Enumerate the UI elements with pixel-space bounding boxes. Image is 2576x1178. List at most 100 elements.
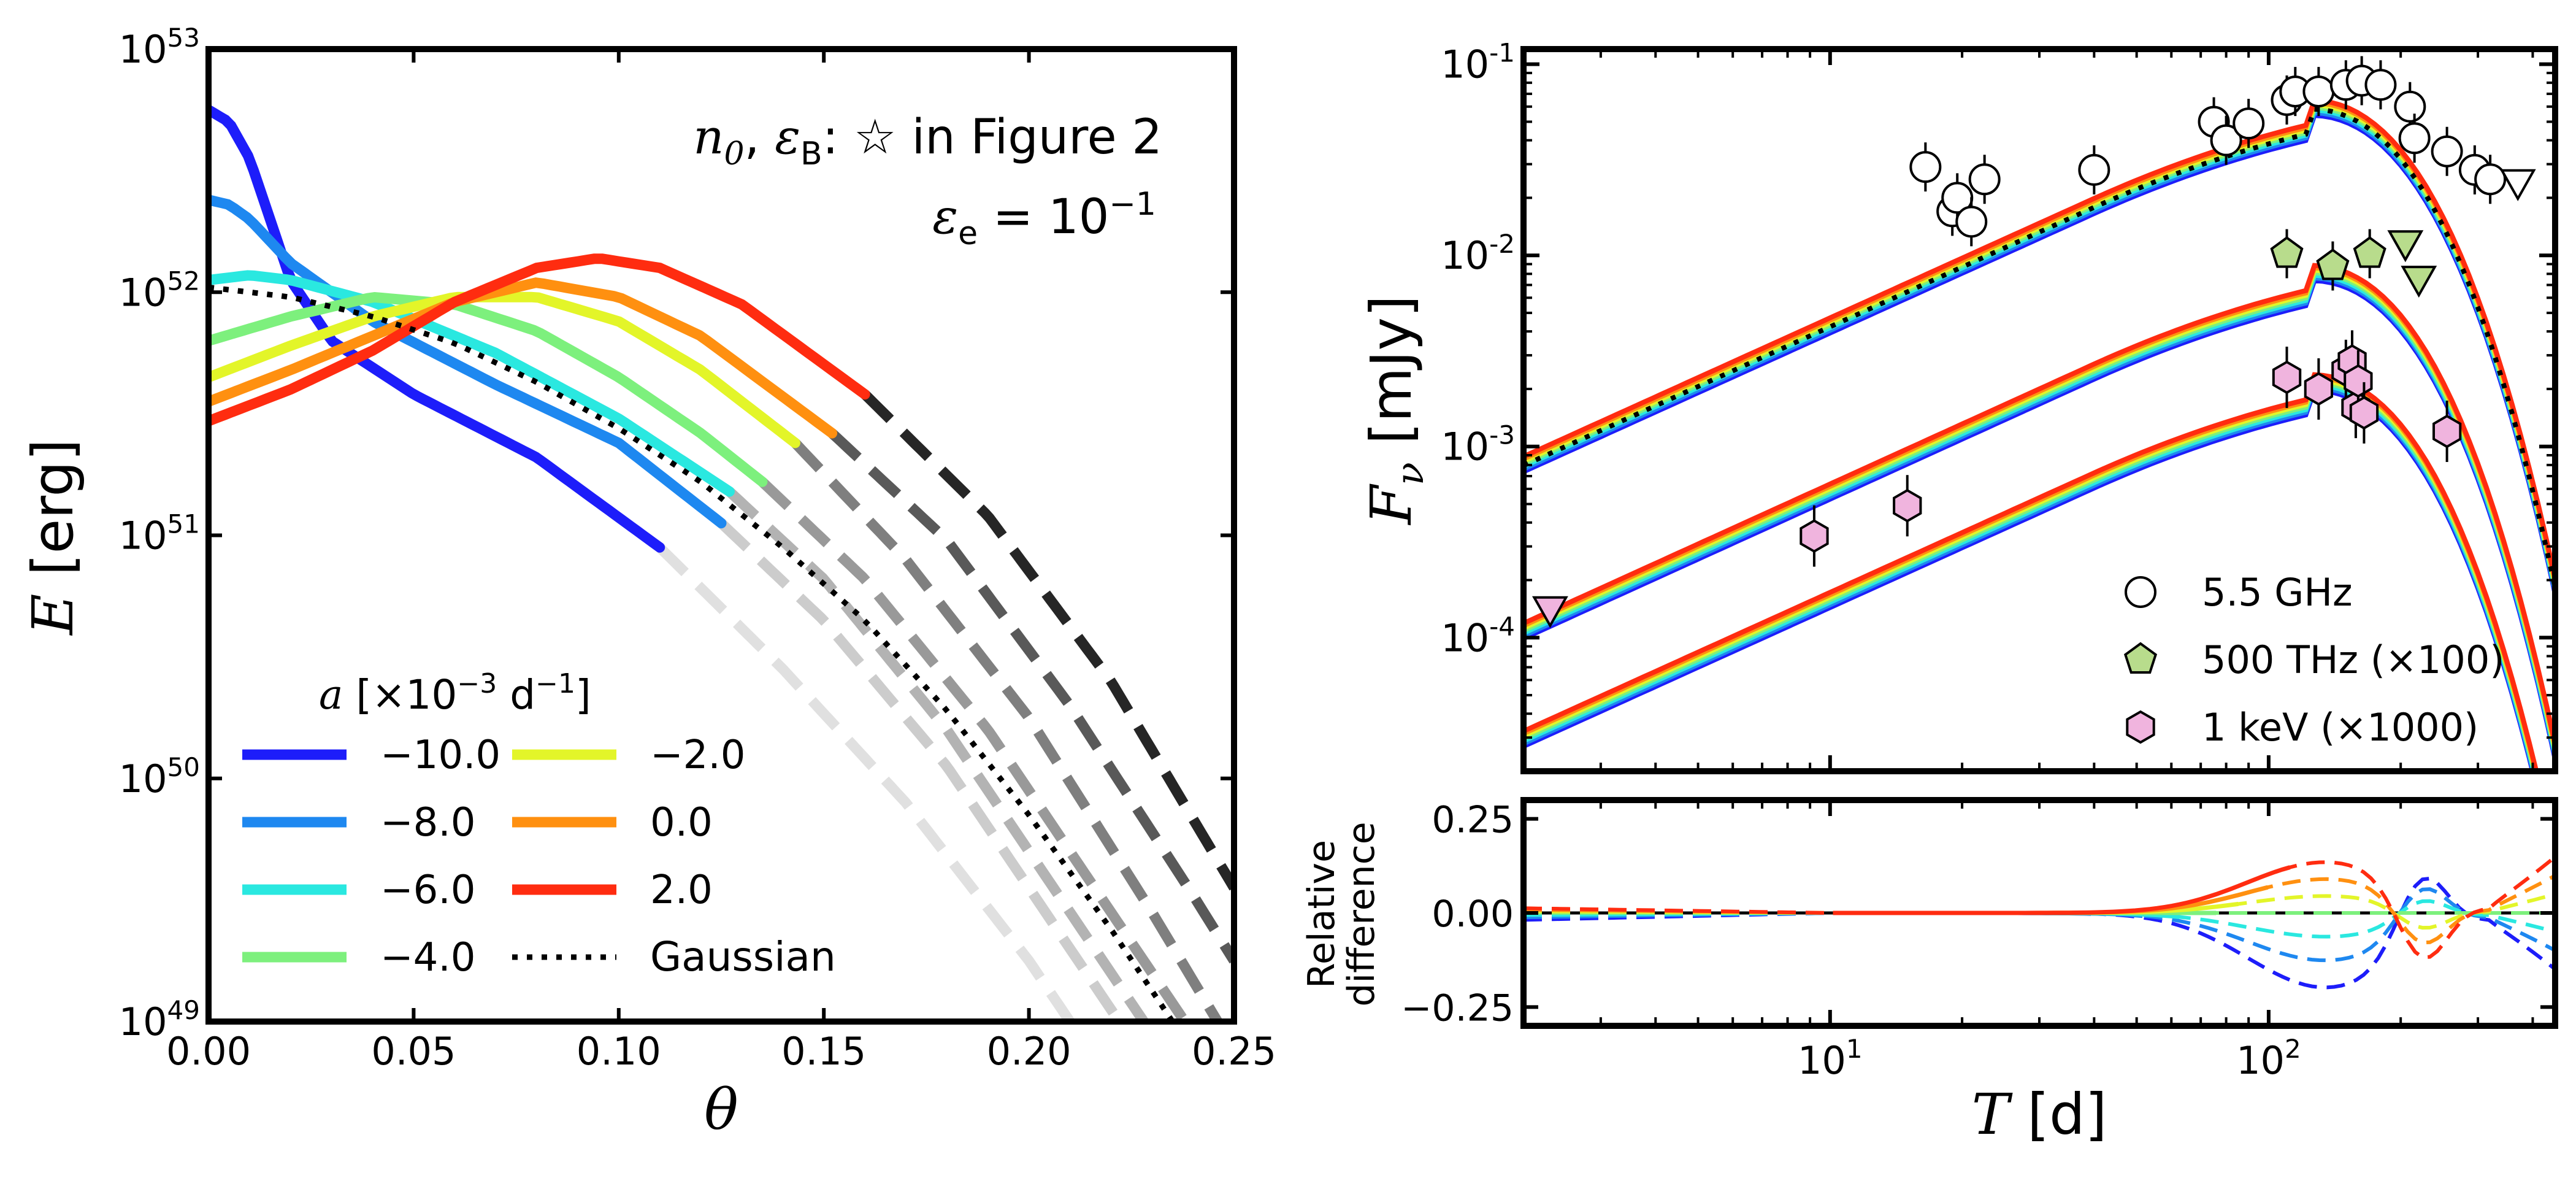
- right-ticks: 10-4 10-3 10-2 10-1: [1441, 38, 2555, 772]
- curve-extrapolation: [759, 478, 1189, 1022]
- xray-point: [1893, 488, 1922, 523]
- curve-extrapolation: [828, 429, 1234, 964]
- model-2-2: [1524, 382, 2537, 771]
- legend-label: 0.0: [650, 800, 713, 845]
- radio-point: [1968, 163, 2001, 196]
- xray-point: [1800, 519, 1829, 553]
- xray-point: [2304, 372, 2333, 406]
- xray-upper-limit: [1531, 596, 1568, 628]
- y-tick-label: 1053: [119, 23, 200, 72]
- energy-curves: [209, 104, 1234, 1022]
- legend-label: −8.0: [380, 800, 475, 845]
- radio-upper-limit: [2499, 169, 2536, 201]
- model-2-6: [1524, 372, 2539, 771]
- optical-point: [2353, 236, 2386, 268]
- left-ticks: 0.00 0.05 0.10 0.15 0.20 0.25 1049 1050 1051 1052…: [119, 23, 1276, 1074]
- left-legend: a [×10−3 d−1] −10.0 −8.0 −6.0 −4.0 −2.0 0.0 2.…: [242, 668, 836, 980]
- relative-difference-curves: [1524, 855, 2555, 990]
- curve-a-−8.0: [209, 194, 727, 529]
- rel-diff-solid: [1833, 865, 2291, 915]
- light-curve-models: [1524, 98, 2555, 771]
- legend-label-gaussian: Gaussian: [650, 933, 836, 980]
- curve-extrapolation: [791, 439, 1222, 1022]
- right-legend: 5.5 GHz 500 THz (×100) 1 keV (×1000): [2123, 570, 2504, 750]
- y-tick-label: 10-2: [1441, 229, 1515, 278]
- light-curve-panel: 10-4 10-3 10-2 10-1 5.5 GHz 500 THz (×100) 1 …: [1359, 38, 2558, 774]
- model-0-1: [1524, 110, 2555, 592]
- y-tick-label: −0.25: [1401, 987, 1514, 1030]
- model-0-0: [1524, 112, 2555, 595]
- radio-point: [2364, 69, 2397, 101]
- optical-point: [2270, 236, 2304, 268]
- model-gaussian: [1524, 106, 2555, 588]
- radio-point: [2210, 124, 2242, 156]
- x-tick-label: 0.05: [371, 1029, 456, 1074]
- model-2-5: [1524, 374, 2539, 771]
- curve-a-−2.0: [209, 291, 800, 448]
- left-ylabel: E [erg]: [20, 439, 86, 636]
- curve-gaussian: [209, 284, 1175, 1022]
- xray-point: [2272, 360, 2302, 395]
- curve-a-−6.0: [209, 270, 735, 497]
- energy-profile-panel: 0.00 0.05 0.10 0.15 0.20 0.25 1049 1050 1051 1052…: [20, 23, 1276, 1142]
- rel-diff-dashed: [1524, 876, 2555, 990]
- legend-label: −4.0: [380, 935, 475, 980]
- y-tick-label: 10-3: [1441, 420, 1515, 469]
- legend-label: −6.0: [380, 868, 475, 913]
- curve-a-−4.0: [209, 291, 768, 487]
- y-tick-label: 10-1: [1441, 38, 1515, 87]
- model-2-1: [1524, 384, 2536, 771]
- legend-label: −2.0: [650, 733, 745, 778]
- radio-point: [2394, 90, 2426, 123]
- radio-point: [1909, 151, 1942, 183]
- curve-extrapolation: [718, 519, 1124, 1022]
- optical-upper-limit: [2387, 230, 2424, 263]
- left-xlabel: θ: [704, 1077, 738, 1142]
- left-legend-title: a [×10−3 d−1]: [319, 668, 591, 718]
- left-legend-items: −10.0 −8.0 −6.0 −4.0 −2.0 0.0 2.0 Gaussian: [242, 733, 836, 980]
- xray-point: [2432, 414, 2462, 448]
- curve-a-2.0: [209, 253, 870, 426]
- x-tick-label: 0.15: [781, 1029, 866, 1074]
- right-legend-items: 5.5 GHz 500 THz (×100) 1 keV (×1000): [2123, 570, 2504, 750]
- curve-extrapolation: [861, 390, 1234, 891]
- xray-point: [2344, 364, 2373, 398]
- legend-label: −10.0: [380, 733, 500, 778]
- y-tick-label: 1050: [119, 752, 200, 801]
- x-tick-label: 0.25: [1192, 1029, 1276, 1074]
- legend-label: 1 keV (×1000): [2202, 705, 2478, 750]
- curve-a-0.0: [209, 277, 838, 439]
- bottom-ticks: −0.25 0.00 0.25 101 102: [1401, 799, 2555, 1083]
- model-1-6: [1524, 263, 2555, 745]
- radio-point: [2078, 153, 2110, 186]
- y-tick-label: 1052: [119, 266, 200, 315]
- legend-marker: [2125, 576, 2156, 608]
- left-annotation-params: n0, εB: ☆ in Figure 2: [693, 110, 1162, 172]
- curve-extrapolation: [726, 487, 1148, 1022]
- radio-point: [2474, 163, 2507, 196]
- radio-point: [1955, 206, 1988, 238]
- model-0-6: [1524, 98, 2555, 580]
- legend-label: 5.5 GHz: [2202, 570, 2353, 615]
- y-tick-label: 10-4: [1441, 611, 1515, 660]
- x-tick-label: 0.00: [166, 1029, 251, 1074]
- model-2-4: [1524, 377, 2538, 771]
- optical-point: [2316, 248, 2350, 280]
- left-annotation-epsilon-e: εe = 10−1: [932, 186, 1156, 252]
- y-tick-label: 1049: [119, 995, 200, 1044]
- model-1-0: [1524, 278, 2555, 760]
- y-tick-label: 0.25: [1432, 799, 1514, 842]
- radio-point: [2302, 75, 2335, 108]
- radio-point: [2233, 107, 2265, 140]
- legend-marker: [2123, 642, 2158, 674]
- legend-label: 2.0: [650, 868, 713, 913]
- y-tick-label: 0.00: [1432, 893, 1514, 936]
- model-1-1: [1524, 275, 2555, 757]
- x-tick-label: 0.10: [577, 1029, 661, 1074]
- radio-point: [2398, 122, 2431, 155]
- model-2-0: [1524, 387, 2536, 771]
- legend-marker: [2126, 710, 2155, 744]
- x-tick-label: 0.20: [987, 1029, 1071, 1074]
